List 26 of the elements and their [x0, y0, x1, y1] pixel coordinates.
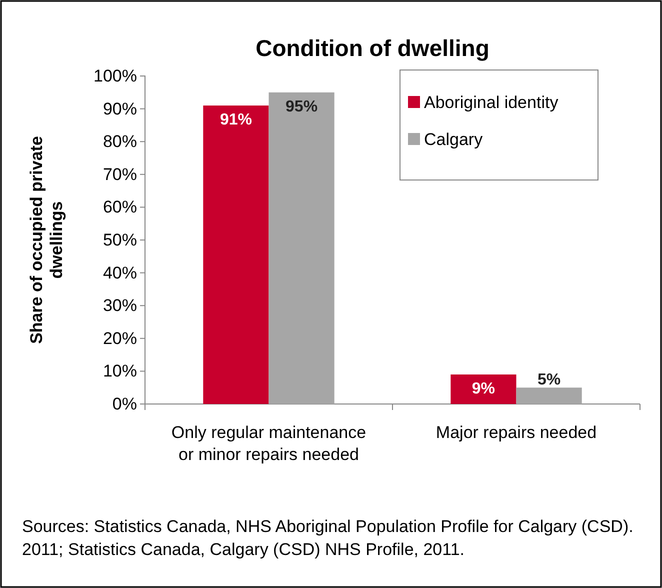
legend-label: Aboriginal identity	[424, 93, 559, 112]
data-label: 9%	[472, 380, 496, 398]
y-axis-title: Share of occupied private dwellings	[27, 136, 66, 344]
bar	[203, 106, 269, 404]
y-tick-label: 100%	[94, 66, 137, 86]
y-tick-label: 10%	[102, 362, 137, 381]
y-tick-label: 80%	[102, 132, 137, 152]
bar	[516, 388, 582, 404]
y-tick-label: 90%	[102, 99, 137, 118]
legend-label: Calgary	[424, 130, 484, 149]
y-tick-label: 50%	[102, 230, 137, 250]
y-tick-label: 30%	[102, 296, 137, 316]
y-tick-label: 60%	[102, 198, 137, 217]
y-tick-label: 0%	[112, 394, 137, 414]
chart-title: Condition of dwelling	[256, 35, 490, 61]
data-label: 5%	[537, 372, 561, 389]
data-label: 95%	[286, 98, 318, 116]
x-tick-label: Only regular maintenance or minor repairs needed	[171, 423, 366, 464]
bar	[268, 92, 334, 404]
y-tick-label: 20%	[102, 328, 137, 348]
bar	[450, 374, 516, 404]
source-note: Sources: Statistics Canada, NHS Aboriginal Population Profile for Calgary (CSD). 2011; Statistics Canada, Calgary (CSD) NHS Profile, 2011.	[22, 517, 634, 559]
data-label: 91%	[220, 112, 252, 129]
y-tick-label: 70%	[102, 164, 137, 184]
x-tick-label: Major repairs needed	[436, 423, 597, 442]
y-tick-label: 40%	[102, 263, 137, 282]
